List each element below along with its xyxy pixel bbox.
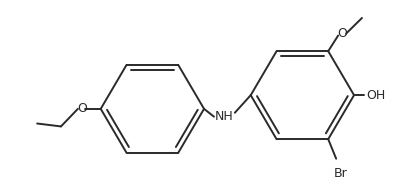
Text: Br: Br	[333, 167, 347, 180]
Text: NH: NH	[215, 110, 233, 123]
Text: O: O	[337, 27, 347, 40]
Text: OH: OH	[366, 89, 386, 102]
Text: O: O	[77, 102, 87, 115]
